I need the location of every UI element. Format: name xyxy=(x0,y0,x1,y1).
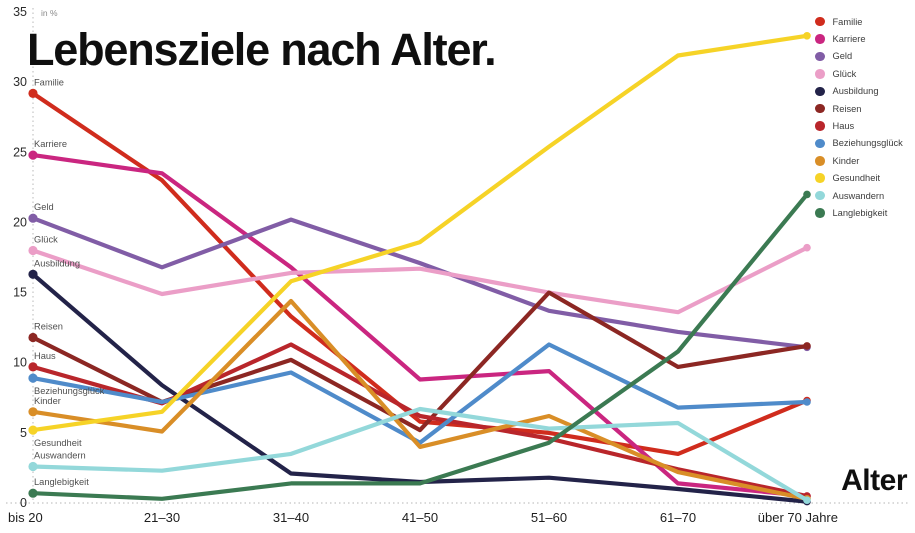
series-start-dot-langlebigkeit xyxy=(28,488,38,498)
legend-swatch-beziehungsglueck xyxy=(815,138,825,149)
series-line-karriere xyxy=(30,153,810,499)
legend-item-reisen: Reisen xyxy=(815,100,903,117)
y-tick-label-20: 20 xyxy=(13,215,27,229)
legend-label-familie: Familie xyxy=(832,16,863,27)
legend-label-auswandern: Auswandern xyxy=(832,190,885,201)
legend-swatch-gesundheit xyxy=(815,173,825,183)
series-label-karriere: Karriere xyxy=(34,139,67,149)
series-start-dot-kinder xyxy=(28,407,38,417)
legend-swatch-auswandern xyxy=(815,190,825,201)
series-line-ausbildung xyxy=(30,272,810,504)
series-start-dot-familie xyxy=(28,88,38,98)
x-axis-title: Alter xyxy=(841,464,907,497)
series-end-dot-glueck xyxy=(803,243,811,252)
legend-item-ausbildung: Ausbildung xyxy=(815,83,903,100)
legend-label-karriere: Karriere xyxy=(832,34,866,45)
x-tick-label-bis-20: bis 20 xyxy=(8,510,43,525)
x-tick-label-51–60: 51–60 xyxy=(531,510,567,525)
legend-item-kinder: Kinder xyxy=(815,152,903,169)
legend-swatch-haus xyxy=(815,121,825,131)
series-label-langlebigkeit: Langlebigkeit xyxy=(34,477,89,487)
series-label-glueck: Glück xyxy=(34,235,58,245)
series-label-kinder: Kinder xyxy=(34,396,61,406)
legend-item-karriere: Karriere xyxy=(815,30,903,47)
legend-item-auswandern: Auswandern xyxy=(815,187,903,204)
series-start-dot-gesundheit xyxy=(28,425,38,435)
legend-label-geld: Geld xyxy=(832,51,853,62)
x-tick-label-31–40: 31–40 xyxy=(273,510,309,525)
series-label-haus: Haus xyxy=(34,351,56,361)
legend-label-kinder: Kinder xyxy=(832,155,860,166)
x-tick-label-21–30: 21–30 xyxy=(144,510,180,525)
legend-swatch-glueck xyxy=(815,69,825,79)
legend-label-beziehungsglueck: Beziehungsglück xyxy=(832,138,903,149)
series-line-familie xyxy=(30,91,810,456)
page-title: Lebensziele nach Alter. xyxy=(27,24,497,75)
series-line-langlebigkeit xyxy=(30,192,810,501)
legend-label-gesundheit: Gesundheit xyxy=(832,173,881,184)
legend-item-langlebigkeit: Langlebigkeit xyxy=(815,204,903,221)
y-tick-label-30: 30 xyxy=(13,75,27,89)
series-label-ausbildung: Ausbildung xyxy=(34,258,80,268)
legend-swatch-karriere xyxy=(815,34,825,44)
unit-label: in % xyxy=(41,8,58,18)
series-line-kinder xyxy=(30,298,810,501)
series-line-geld xyxy=(30,216,810,350)
series-label-geld: Geld xyxy=(34,202,54,212)
legend-item-glueck: Glück xyxy=(815,65,903,82)
legend-label-reisen: Reisen xyxy=(832,103,862,114)
x-tick-label-61–70: 61–70 xyxy=(660,510,696,525)
series-start-dot-auswandern xyxy=(28,461,38,472)
legend-item-geld: Geld xyxy=(815,48,903,65)
y-tick-label-5: 5 xyxy=(20,426,27,440)
series-label-beziehungsglueck: Beziehungsglück xyxy=(34,386,105,396)
series-start-dot-beziehungsglueck xyxy=(28,373,38,383)
legend-swatch-familie xyxy=(815,16,825,27)
series-label-gesundheit: Gesundheit xyxy=(34,438,82,448)
legend: Familie Karriere Geld Glück Ausbildung Reisen… xyxy=(815,13,903,222)
y-tick-label-15: 15 xyxy=(13,286,27,300)
series-start-dot-glueck xyxy=(28,245,38,256)
x-tick-label-41–50: 41–50 xyxy=(402,510,438,525)
y-tick-label-0: 0 xyxy=(20,496,27,510)
x-tick-label-ueber-70-jahre: über 70 Jahre xyxy=(758,510,838,525)
series-label-reisen: Reisen xyxy=(34,322,63,332)
legend-label-glueck: Glück xyxy=(832,68,857,79)
series-end-dot-langlebigkeit xyxy=(803,190,811,199)
series-start-dot-haus xyxy=(28,362,38,372)
y-tick-label-25: 25 xyxy=(13,145,27,159)
series-line-glueck xyxy=(30,245,810,315)
series-start-dot-ausbildung xyxy=(28,269,38,279)
series-label-familie: Familie xyxy=(34,77,64,87)
legend-swatch-ausbildung xyxy=(815,86,825,96)
legend-item-familie: Familie xyxy=(815,13,903,30)
legend-item-gesundheit: Gesundheit xyxy=(815,170,903,187)
legend-swatch-kinder xyxy=(815,156,825,166)
series-label-auswandern: Auswandern xyxy=(34,451,86,461)
legend-label-langlebigkeit: Langlebigkeit xyxy=(832,207,888,218)
series-end-dot-reisen xyxy=(803,342,811,350)
series-line-beziehungsglueck xyxy=(30,342,810,445)
series-end-dot-gesundheit xyxy=(803,32,811,40)
legend-item-haus: Haus xyxy=(815,117,903,134)
legend-label-haus: Haus xyxy=(832,121,855,132)
series-end-dot-beziehungsglueck xyxy=(803,398,811,406)
legend-swatch-reisen xyxy=(815,103,825,114)
series-start-dot-geld xyxy=(28,213,38,223)
series-line-gesundheit xyxy=(30,33,810,433)
series-start-dot-karriere xyxy=(28,150,38,160)
legend-item-beziehungsglueck: Beziehungsglück xyxy=(815,135,903,152)
legend-swatch-geld xyxy=(815,51,825,62)
legend-swatch-langlebigkeit xyxy=(815,208,825,218)
series-start-dot-reisen xyxy=(28,332,38,343)
series-line-auswandern xyxy=(30,406,810,503)
y-tick-label-35: 35 xyxy=(13,5,27,19)
y-tick-label-10: 10 xyxy=(13,356,27,370)
legend-label-ausbildung: Ausbildung xyxy=(832,86,879,97)
series-end-dot-auswandern xyxy=(803,496,811,505)
